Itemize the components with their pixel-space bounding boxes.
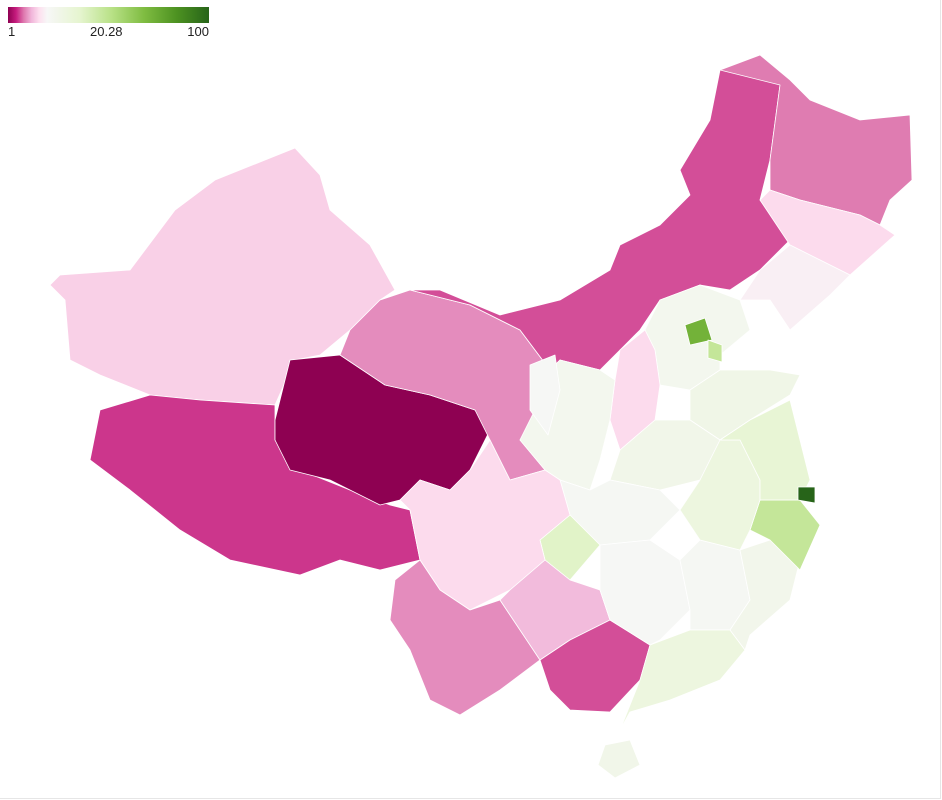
region-tianjin[interactable] [707, 339, 723, 363]
region-hainan[interactable] [597, 739, 641, 779]
region-hunan[interactable] [599, 539, 691, 646]
legend-max-label: 100 [187, 24, 209, 39]
region-beijing[interactable] [684, 317, 713, 346]
legend-gradient-bar [8, 7, 209, 23]
legend-min-label: 1 [8, 24, 16, 39]
region-xinjiang[interactable] [49, 147, 396, 406]
region-guangdong[interactable] [619, 629, 746, 731]
region-shanghai[interactable] [797, 486, 816, 504]
region-jilin[interactable] [759, 189, 896, 276]
legend-mid-label: 20.28 [90, 24, 123, 39]
region-heilongjiang[interactable] [719, 54, 913, 226]
region-ningxia[interactable] [529, 354, 561, 436]
color-legend: 1 20.28 100 [8, 7, 209, 39]
region-liaoning[interactable] [739, 244, 851, 331]
